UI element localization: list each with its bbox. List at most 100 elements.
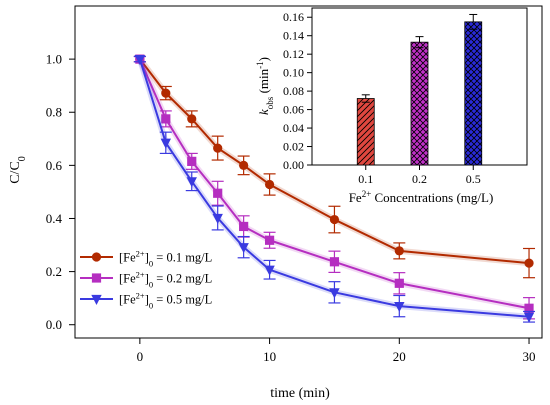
legend-marker [91,294,102,305]
inset-bar-group-0 [356,94,375,166]
legend-label-pre: [Fe [119,293,136,307]
main-y-tick-label: 0.6 [46,158,63,173]
main-y-axis-title: C/C0 [8,156,28,184]
inset-y-axis-title-mid: (min [256,68,271,96]
main-x-tick-label: 30 [523,349,536,364]
inset-bars-layer [356,13,483,166]
legend-label-sub: 0 [149,259,153,269]
inset-x-tick-label: 0.1 [358,172,373,186]
inset-bar-pattern [356,98,375,166]
legend-label-tail: = 0.5 mg/L [153,293,212,307]
inset-y-tick-label: 0.16 [283,10,304,24]
inset-bar-pattern [464,21,483,166]
inset-x-axis-title-pre: Fe [349,190,362,205]
inset-plot: 0.00 0.02 0.04 0.06 0.08 0.10 0.12 0.14 0.16 0.1 0… [255,7,528,205]
legend-marker [91,273,102,283]
inset-y-axis-title-sub: obs [265,96,275,109]
main-data-point [238,243,249,254]
inset-y-axis-title-sup: -1 [255,61,265,69]
inset-y-axis-title-base: k [256,109,271,115]
legend-label: [Fe2+]0 = 0.1 mg/L [119,249,212,269]
legend-entry-1: [Fe2+]0 = 0.2 mg/L [80,270,212,290]
legend-label-post: ] [145,251,149,265]
legend-label-pre: [Fe [119,251,136,265]
inset-x-axis-title: Fe2+ Concentrations (mg/L) [349,189,494,205]
inset-bar-pattern [410,41,429,166]
main-y-axis-title-base: C/C [8,161,23,184]
legend-label-sub: 0 [149,301,153,311]
main-axes: 0 10 20 30 0.0 0.2 0.4 0.6 0.8 1.0 [46,52,536,364]
inset-y-tick-label: 0.10 [283,66,304,80]
inset-error-bar [415,36,424,49]
legend-label-pre: [Fe [119,272,136,286]
main-x-axis-title: time (min) [270,386,330,401]
main-plot-frame [74,5,543,339]
main-data-point [329,257,340,267]
main-legend: [Fe2+]0 = 0.1 mg/L[Fe2+]0 = 0.2 mg/L[Fe2… [80,249,212,311]
main-plot: 0 10 20 300.00.20.40.60.81.0 [Fe2+]0 = 0.1 … [8,5,543,401]
main-data-point [187,114,197,124]
main-data-point [160,138,172,149]
main-data-point [329,214,340,225]
inset-bar-group-1 [410,36,429,166]
main-data-point [239,160,249,170]
inset-x-tick-label: 0.5 [466,172,481,186]
inset-error-bar [469,13,478,30]
legend-entry-2: [Fe2+]0 = 0.5 mg/L [80,291,212,311]
main-data-point [394,246,404,256]
inset-y-tick-label: 0.02 [283,140,304,154]
main-data-point [161,114,171,124]
legend-label-sup: 2+ [136,249,145,259]
main-y-tick-label: 0.2 [46,264,62,279]
legend-label-post: ] [145,272,149,286]
legend-label: [Fe2+]0 = 0.5 mg/L [119,291,212,311]
main-data-point [264,265,275,276]
main-data-point [394,302,405,313]
legend-label: [Fe2+]0 = 0.2 mg/L [119,270,212,290]
main-data-point [213,188,223,198]
main-y-axis-title-sub: 0 [17,156,28,161]
inset-x-tick-label: 0.2 [412,172,427,186]
main-x-tick-label: 0 [137,349,144,364]
main-data-point [134,55,146,66]
main-series-2 [133,55,536,323]
main-data-point [264,235,275,245]
inset-x-axis-title-post: Concentrations (mg/L) [371,190,493,205]
legend-label-tail: = 0.2 mg/L [153,272,212,286]
main-y-tick-label: 1.0 [46,52,62,67]
legend-label-sup: 2+ [136,291,145,301]
inset-y-axis-title: kobs (min-1) [255,57,275,115]
main-data-point [523,312,535,323]
main-x-tick-label: 10 [263,349,276,364]
inset-y-tick-label: 0.08 [283,84,304,98]
legend-label-sub: 0 [149,280,153,290]
inset-y-tick-label: 0.00 [283,158,304,172]
main-data-point [186,177,197,188]
inset-bar-group-2 [464,13,483,166]
inset-y-tick-label: 0.04 [283,121,304,135]
inset-y-axis-title-end: ) [256,57,271,61]
inset-axes: 0.00 0.02 0.04 0.06 0.08 0.10 0.12 0.14 0.16 0.1 0… [283,10,481,186]
main-data-point [161,88,171,98]
legend-label-sup: 2+ [136,270,145,280]
main-series-layer [133,54,536,323]
main-x-tick-label: 20 [393,349,406,364]
main-series-0 [133,54,536,279]
inset-y-tick-label: 0.14 [283,29,304,43]
inset-y-tick-label: 0.12 [283,47,304,61]
main-data-point [264,179,275,190]
main-data-point [239,221,249,232]
main-data-point [187,156,197,166]
main-data-point [524,303,534,313]
main-data-point [329,288,340,299]
inset-error-bar [361,94,370,103]
main-y-tick-label: 0.4 [46,211,63,226]
legend-marker [91,252,102,262]
inset-x-axis-title-sup: 2+ [362,189,372,199]
main-data-point [524,258,534,268]
inset-y-tick-label: 0.06 [283,103,304,117]
main-data-point [212,213,223,224]
main-data-point [394,278,404,288]
main-y-tick-label: 0.8 [46,105,62,120]
